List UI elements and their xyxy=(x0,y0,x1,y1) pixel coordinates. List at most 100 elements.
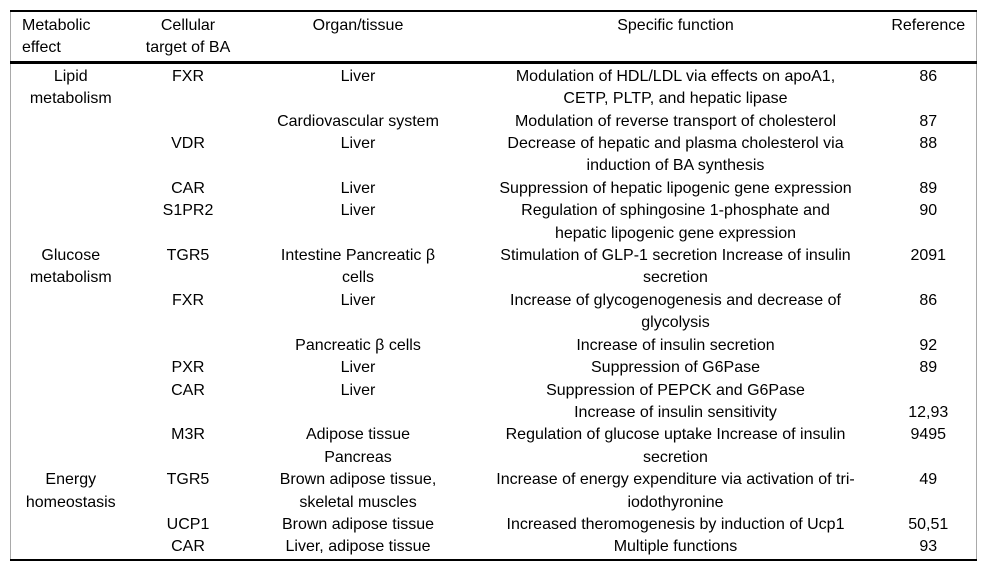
cell-reference: 92 xyxy=(919,336,938,354)
table-row: S1PR2 Liver Regulation of sphingosine 1-… xyxy=(11,200,977,245)
cell-metabolic-effect: Lipid metabolism xyxy=(29,67,112,108)
cell-organ-tissue: Liver xyxy=(340,202,376,220)
cell-metabolic-effect xyxy=(11,380,131,402)
cell-reference: 2091 xyxy=(910,247,947,265)
cell-cellular-target: CAR xyxy=(171,538,205,556)
cell-specific-function: Stimulation of GLP-1 secretion Increase … xyxy=(500,247,851,287)
cell-metabolic-effect xyxy=(11,111,131,133)
table-row: CAR Liver, adipose tissue Multiple funct… xyxy=(11,536,977,559)
header-row: Metabolic effect Cellular target of BA O… xyxy=(10,11,977,64)
cell-metabolic-effect: Energy homeostasis xyxy=(25,471,116,511)
cell-cellular-target: VDR xyxy=(171,135,205,153)
cell-specific-function: Decrease of hepatic and plasma cholester… xyxy=(507,135,844,175)
cell-reference: 90 xyxy=(919,202,938,220)
cell-reference: 88 xyxy=(919,135,938,153)
cell-reference: 86 xyxy=(919,291,938,309)
cell-specific-function: Suppression of G6Pase xyxy=(591,359,760,377)
cell-cellular-target xyxy=(131,111,246,133)
cell-reference: 93 xyxy=(919,538,938,556)
table-row: Lipid metabolism FXR Liver Modulation of… xyxy=(11,62,977,110)
table-body: Lipid metabolism FXR Liver Modulation of… xyxy=(11,62,977,559)
cell-specific-function: Regulation of glucose uptake Increase of… xyxy=(505,426,846,466)
cell-reference: 86 xyxy=(919,67,938,85)
cell-organ-tissue: Pancreatic β cells xyxy=(295,336,421,354)
cell-metabolic-effect xyxy=(11,335,131,357)
table-row: CAR Liver Suppression of PEPCK and G6Pas… xyxy=(11,380,977,402)
cell-organ-tissue xyxy=(246,402,471,424)
cell-organ-tissue: Liver xyxy=(340,291,376,309)
cell-specific-function: Suppression of hepatic lipogenic gene ex… xyxy=(499,179,852,197)
cell-metabolic-effect xyxy=(11,133,131,178)
table-row: UCP1 Brown adipose tissue Increased ther… xyxy=(11,514,977,536)
cell-reference xyxy=(881,380,977,402)
cell-metabolic-effect xyxy=(11,200,131,245)
cell-organ-tissue: Liver xyxy=(340,179,376,197)
column-header-reference: Reference xyxy=(880,11,977,64)
table-row: Glucose metabolism TGR5 Intestine Pancre… xyxy=(11,245,977,290)
column-header-cellular-target: Cellular target of BA xyxy=(130,11,246,64)
cell-organ-tissue: Intestine Pancreatic β cells xyxy=(280,247,436,287)
cell-cellular-target: TGR5 xyxy=(166,471,210,489)
cell-specific-function: Increase of insulin secretion xyxy=(576,336,775,354)
cell-specific-function: Increase of insulin sensitivity xyxy=(574,403,777,421)
cell-specific-function: Modulation of reverse transport of chole… xyxy=(514,112,837,130)
cell-metabolic-effect xyxy=(11,357,131,379)
cell-reference: 9495 xyxy=(910,426,947,444)
cell-cellular-target: FXR xyxy=(172,67,204,85)
table-row: FXR Liver Increase of glycogenogenesis a… xyxy=(11,290,977,335)
column-header-metabolic-effect: Metabolic effect xyxy=(10,11,131,64)
cell-metabolic-effect: Glucose metabolism xyxy=(29,247,112,287)
cell-specific-function: Increase of glycogenogenesis and decreas… xyxy=(510,291,841,332)
cell-organ-tissue: Liver, adipose tissue xyxy=(285,538,431,556)
cell-reference: 49 xyxy=(919,471,938,489)
cell-metabolic-effect xyxy=(11,424,131,469)
cell-cellular-target: S1PR2 xyxy=(162,202,214,220)
column-header-organ-tissue: Organ/tissue xyxy=(245,11,471,64)
cell-organ-tissue: Liver xyxy=(340,381,376,399)
cell-organ-tissue: Brown adipose tissue xyxy=(281,515,435,533)
table-row: PXR Liver Suppression of G6Pase 89 xyxy=(11,357,977,379)
table-row: M3R Adipose tissue Pancreas Regulation o… xyxy=(11,424,977,469)
cell-metabolic-effect xyxy=(11,402,131,424)
cell-reference: 50,51 xyxy=(908,515,949,533)
cell-cellular-target: CAR xyxy=(171,179,205,197)
table-header: Metabolic effect Cellular target of BA O… xyxy=(10,11,977,64)
cell-cellular-target: FXR xyxy=(172,291,204,309)
cell-cellular-target: PXR xyxy=(171,359,205,377)
cell-cellular-target: UCP1 xyxy=(166,515,210,533)
metabolic-effects-table: Metabolic effect Cellular target of BA O… xyxy=(10,10,977,561)
table-row: CAR Liver Suppression of hepatic lipogen… xyxy=(11,178,977,200)
cell-organ-tissue: Cardiovascular system xyxy=(277,112,439,130)
table-row: Pancreatic β cells Increase of insulin s… xyxy=(11,335,977,357)
table-row: VDR Liver Decrease of hepatic and plasma… xyxy=(11,133,977,178)
cell-specific-function: Modulation of HDL/LDL via effects on apo… xyxy=(515,67,836,108)
cell-metabolic-effect xyxy=(11,290,131,335)
cell-reference: 87 xyxy=(919,112,938,130)
table-row: Energy homeostasis TGR5 Brown adipose ti… xyxy=(11,469,977,514)
table-row: Increase of insulin sensitivity 12,93 xyxy=(11,402,977,424)
cell-organ-tissue: Liver xyxy=(340,135,376,153)
cell-specific-function: Increase of energy expenditure via activ… xyxy=(496,471,855,511)
cell-reference: 89 xyxy=(919,179,938,197)
cell-specific-function: Regulation of sphingosine 1-phosphate an… xyxy=(521,202,830,242)
column-header-specific-function: Specific function xyxy=(470,11,881,64)
cell-metabolic-effect xyxy=(11,536,131,559)
cell-specific-function: Increased theromogenesis by induction of… xyxy=(506,515,845,533)
cell-organ-tissue: Liver xyxy=(340,67,376,85)
cell-reference: 89 xyxy=(919,359,938,377)
cell-organ-tissue: Adipose tissue Pancreas xyxy=(305,426,411,466)
cell-specific-function: Multiple functions xyxy=(613,538,738,556)
cell-cellular-target xyxy=(131,335,246,357)
cell-cellular-target: CAR xyxy=(171,381,205,399)
cell-cellular-target: M3R xyxy=(171,426,205,444)
cell-reference: 12,93 xyxy=(908,403,949,421)
cell-metabolic-effect xyxy=(11,514,131,536)
cell-cellular-target xyxy=(131,402,246,424)
table-row: Cardiovascular system Modulation of reve… xyxy=(11,111,977,133)
cell-metabolic-effect xyxy=(11,178,131,200)
cell-cellular-target: TGR5 xyxy=(166,247,210,265)
cell-specific-function: Suppression of PEPCK and G6Pase xyxy=(546,381,805,399)
cell-organ-tissue: Liver xyxy=(340,359,376,377)
cell-organ-tissue: Brown adipose tissue, skeletal muscles xyxy=(279,471,437,511)
